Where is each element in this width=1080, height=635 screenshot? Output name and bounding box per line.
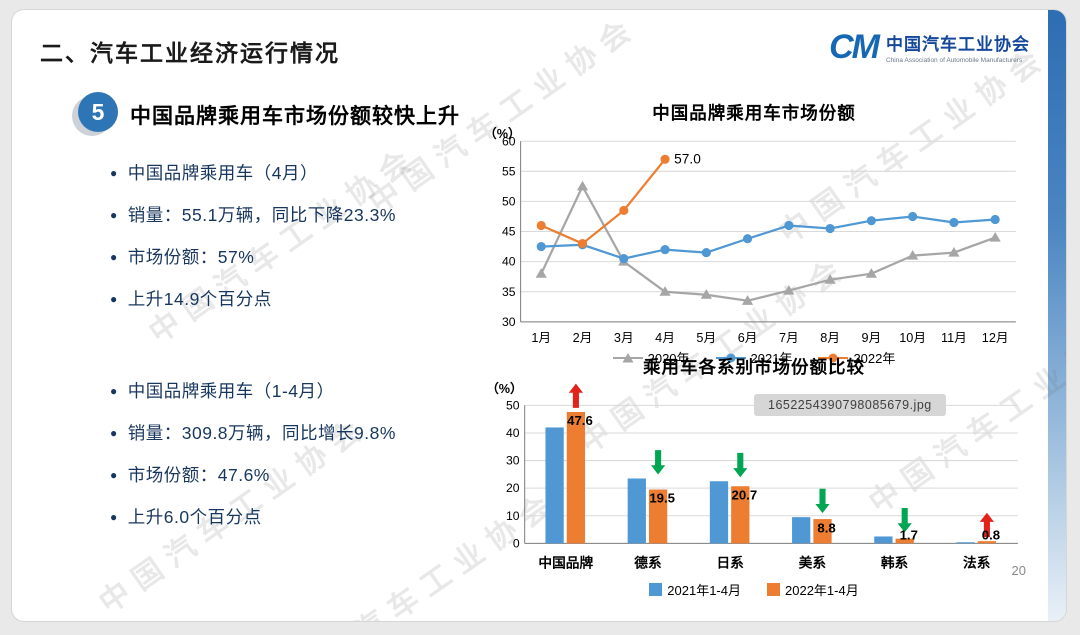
line-chart-legend: 2020年 2021年 2022年 — [480, 348, 1028, 367]
page-number: 20 — [1011, 563, 1026, 578]
svg-text:45: 45 — [502, 225, 516, 239]
bar-group-德系 — [627, 478, 668, 544]
svg-text:7月: 7月 — [779, 331, 799, 345]
line-chart-plot: 30 35 40 45 50 55 60 （%） 1月 2月 3月 4月 5月 6月 7月 8月 9月 10月 11… — [480, 127, 1028, 348]
bar-group-韩系 — [874, 536, 914, 544]
svg-text:（%）: （%） — [484, 127, 521, 141]
svg-text:20: 20 — [506, 481, 520, 495]
section-number-badge: 5 — [78, 92, 118, 132]
bar-value-label: 8.8 — [817, 520, 835, 535]
bullet-item: 中国品牌乘用车（1-4月） — [110, 378, 500, 403]
bar-value-label: 0.8 — [982, 527, 1000, 542]
bullet-item: 市场份额：57% — [110, 244, 500, 269]
legend-item: 2020年 — [612, 348, 690, 367]
bar-chart-title: 乘用车各系别市场份额比较 — [643, 357, 865, 377]
bullet-item: 销量：55.1万辆，同比下降23.3% — [110, 202, 500, 227]
category-label: 韩系 — [881, 555, 909, 571]
section-title: 二、汽车工业经济运行情况 — [40, 40, 340, 66]
bar-group-法系 — [956, 541, 997, 544]
bar-value-label: 1.7 — [900, 527, 918, 542]
bullet-item: 中国品牌乘用车（4月） — [110, 160, 500, 185]
logo-name-en: China Association of Automobile Manufact… — [886, 57, 1023, 64]
overlay-filename: 1652254390798085679.jpg — [754, 394, 946, 416]
svg-text:60: 60 — [502, 134, 516, 148]
bullet-item: 市场份额：47.6% — [110, 462, 500, 487]
bullet-item: 上升14.9个百分点 — [110, 286, 500, 311]
svg-text:35: 35 — [502, 285, 516, 299]
bar-chart-legend: 2021年1-4月 2022年1-4月 — [480, 580, 1028, 599]
legend-item: 2021年 — [715, 348, 792, 367]
svg-text:8月: 8月 — [820, 331, 840, 345]
series-2022年 — [536, 154, 670, 249]
svg-text:（%）: （%） — [486, 381, 523, 396]
series-2021年 — [536, 211, 1000, 264]
svg-text:40: 40 — [502, 255, 516, 269]
bar-value-label: 19.5 — [649, 491, 675, 506]
bar-group-中国品牌 — [545, 411, 586, 544]
trend-up-arrow — [979, 512, 994, 538]
legend-item: 2021年1-4月 — [649, 580, 741, 599]
org-logo: CM 中国汽车工业协会 China Association of Automob… — [829, 30, 1030, 64]
svg-text:11月: 11月 — [941, 331, 967, 345]
bullet-list-april: 中国品牌乘用车（4月） 销量：55.1万辆，同比下降23.3% 市场份额：57%… — [110, 160, 500, 328]
line-chart-title: 中国品牌乘用车市场份额 — [652, 103, 856, 123]
svg-text:10: 10 — [506, 509, 520, 523]
bullet-item: 上升6.0个百分点 — [110, 504, 500, 529]
svg-text:3月: 3月 — [614, 331, 634, 345]
legend-item: 2022年1-4月 — [767, 580, 859, 599]
category-label: 日系 — [716, 555, 744, 571]
svg-text:30: 30 — [502, 315, 516, 329]
bar-chart-svg: 0 10 20 30 40 50 （%） 47.6 中国品牌 19.5 德系 20.7 日系 8.8 美系 1… — [486, 381, 1018, 571]
category-label: 法系 — [963, 555, 991, 571]
line-chart-svg: 30 35 40 45 50 55 60（%） 1月 2月 3月 4月 5月 6月 7月 8月 9月 10月 11… — [484, 127, 1016, 345]
svg-text:2月: 2月 — [573, 331, 593, 345]
trend-down-arrow — [897, 508, 912, 533]
svg-text:40: 40 — [506, 426, 520, 440]
svg-text:5月: 5月 — [696, 331, 716, 345]
svg-text:0: 0 — [513, 536, 520, 550]
bar-value-label: 20.7 — [732, 487, 758, 502]
category-label: 中国品牌 — [538, 555, 593, 571]
svg-text:55: 55 — [502, 164, 516, 178]
slide-title: 中国品牌乘用车市场份额较快上升 — [130, 105, 460, 128]
blue-edge-strip — [1048, 10, 1066, 621]
bar-chart-plot: 0 10 20 30 40 50 （%） 47.6 中国品牌 19.5 德系 20.7 日系 8.8 美系 1… — [480, 381, 1028, 580]
logo-monogram: CM — [829, 28, 880, 66]
logo-text: 中国汽车工业协会 China Association of Automobile… — [886, 30, 1030, 64]
logo-name-cn: 中国汽车工业协会 — [886, 35, 1030, 54]
svg-text:30: 30 — [506, 454, 520, 468]
series-2020年 — [535, 180, 1001, 305]
svg-text:50: 50 — [506, 398, 520, 412]
svg-text:9月: 9月 — [862, 331, 882, 345]
annotation-label: 57.0 — [674, 151, 701, 166]
trend-down-arrow — [815, 488, 830, 514]
bar-group-美系 — [792, 517, 832, 544]
svg-text:12月: 12月 — [982, 331, 1009, 345]
svg-text:6月: 6月 — [738, 331, 758, 345]
bullet-item: 销量：309.8万辆，同比增长9.8% — [110, 420, 500, 445]
svg-text:1月: 1月 — [531, 331, 551, 345]
bar-group-日系 — [709, 481, 750, 544]
line-chart-block: 中国品牌乘用车市场份额 30 35 40 45 50 55 60 （%） 1月 2月 3月 4月 5月 6… — [480, 100, 1028, 367]
svg-text:4月: 4月 — [655, 331, 675, 345]
svg-text:50: 50 — [502, 194, 516, 208]
bar-chart-block: 乘用车各系别市场份额比较 0 10 20 30 40 50 （%） 47.6 中国品牌 19.5 德… — [480, 354, 1028, 599]
trend-up-arrow — [568, 383, 584, 408]
svg-text:10月: 10月 — [899, 331, 926, 345]
legend-item: 2022年 — [818, 348, 895, 367]
slide: 中国汽车工业协会 中国汽车工业协会 中国汽车工业协会 中国汽车工业协会 中国汽车工业协会… — [12, 10, 1066, 621]
trend-down-arrow — [733, 452, 748, 478]
bar-value-label: 47.6 — [567, 413, 593, 428]
bullet-list-jan-apr: 中国品牌乘用车（1-4月） 销量：309.8万辆，同比增长9.8% 市场份额：4… — [110, 378, 500, 546]
category-label: 德系 — [634, 555, 662, 571]
category-label: 美系 — [799, 555, 827, 571]
trend-down-arrow — [651, 450, 666, 475]
